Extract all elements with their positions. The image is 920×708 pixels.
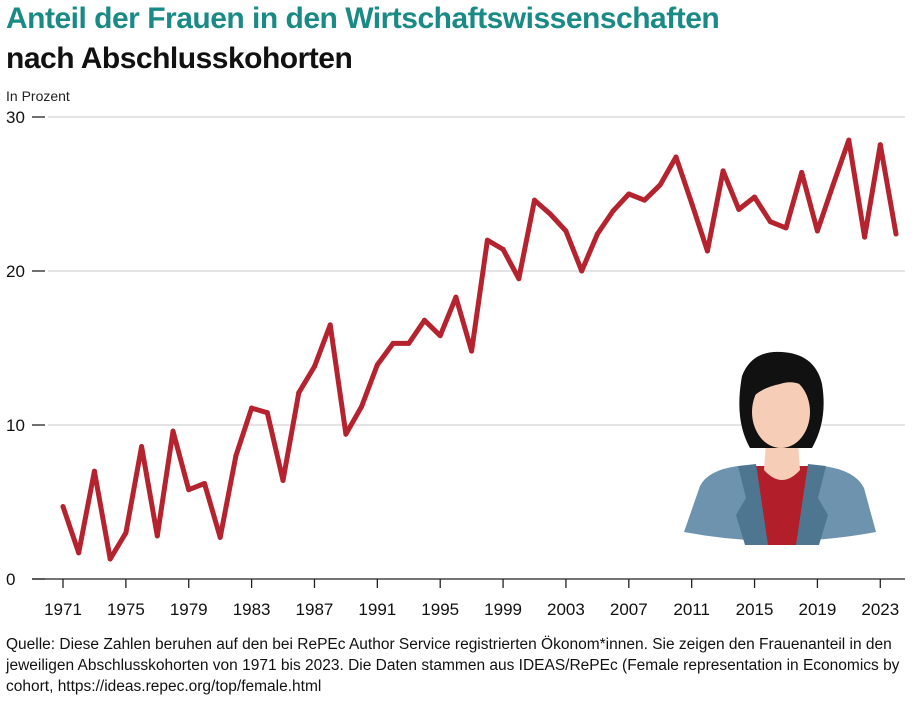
x-tick-label: 1979 [170,600,208,619]
x-tick-label: 2023 [861,600,899,619]
data-point [846,137,852,143]
x-tick-label: 2003 [547,600,585,619]
data-point [154,533,160,539]
y-tick-label: 30 [6,108,25,127]
data-point [799,169,805,175]
data-point [359,404,365,410]
data-point [736,206,742,212]
series-line [60,137,899,562]
data-point [469,348,475,354]
data-point [516,276,522,282]
y-tick-label: 10 [6,416,25,435]
chart-subtitle: nach Abschlusskohorten [6,42,353,75]
x-tick-label: 2011 [673,600,710,619]
data-point [76,550,82,556]
x-tick-label: 1999 [484,600,522,619]
data-point [406,340,412,346]
data-point [233,453,239,459]
data-point [642,197,648,203]
data-point [186,487,192,493]
data-point [720,168,726,174]
x-tick-label: 1971 [44,600,82,619]
data-point [484,237,490,243]
data-point [862,234,868,240]
y-axis-ticks: 0 10 20 30 [6,108,45,589]
y-tick-label: 0 [6,570,15,589]
data-point [91,468,97,474]
x-tick-label: 2007 [610,600,648,619]
x-tick-label: 2015 [736,600,774,619]
data-point [579,268,585,274]
data-point [296,390,302,396]
x-axis: 1971 1975 1979 1983 1987 1991 1995 1999 2003 2007… [32,578,905,619]
woman-avatar-icon [684,351,876,545]
data-point [752,194,758,200]
data-point [374,362,380,368]
data-point [547,211,553,217]
data-point [563,228,569,234]
x-tick-label: 1991 [358,600,396,619]
y-axis-unit-label: In Prozent [6,88,70,104]
data-point [107,556,113,562]
x-tick-label: 2019 [799,600,837,619]
data-point [327,322,333,328]
chart-title: Anteil der Frauen in den Wirtschaftswiss… [6,2,720,35]
data-point [704,248,710,254]
data-point [249,405,255,411]
data-point [170,428,176,434]
data-point [767,219,773,225]
data-point [421,317,427,323]
data-point [264,410,270,416]
data-point [123,530,129,536]
data-point [201,481,207,487]
data-point [453,294,459,300]
data-point [783,225,789,231]
x-tick-label: 1983 [233,600,271,619]
data-point [390,340,396,346]
line-chart: 0 10 20 30 1971 1975 1979 1983 1987 1991 1995 1999… [6,108,905,619]
data-point [311,363,317,369]
source-note: Quelle: Diese Zahlen beruhen auf den bei… [6,636,900,695]
x-tick-label: 1987 [296,600,334,619]
data-point [673,154,679,160]
x-tick-label: 1995 [421,600,459,619]
data-points [60,137,899,562]
data-point [343,431,349,437]
data-point [60,504,66,510]
x-tick-label: 1975 [107,600,145,619]
data-point [500,246,506,252]
data-point [532,197,538,203]
data-point [610,208,616,214]
data-point [689,200,695,206]
data-point [893,231,899,237]
y-tick-label: 20 [6,262,25,281]
data-point [830,182,836,188]
data-point [657,182,663,188]
data-point [626,191,632,197]
data-point [594,231,600,237]
data-point [877,142,883,148]
data-point [437,333,443,339]
data-point [814,228,820,234]
data-point [280,477,286,483]
data-point [217,534,223,540]
data-point [139,444,145,450]
